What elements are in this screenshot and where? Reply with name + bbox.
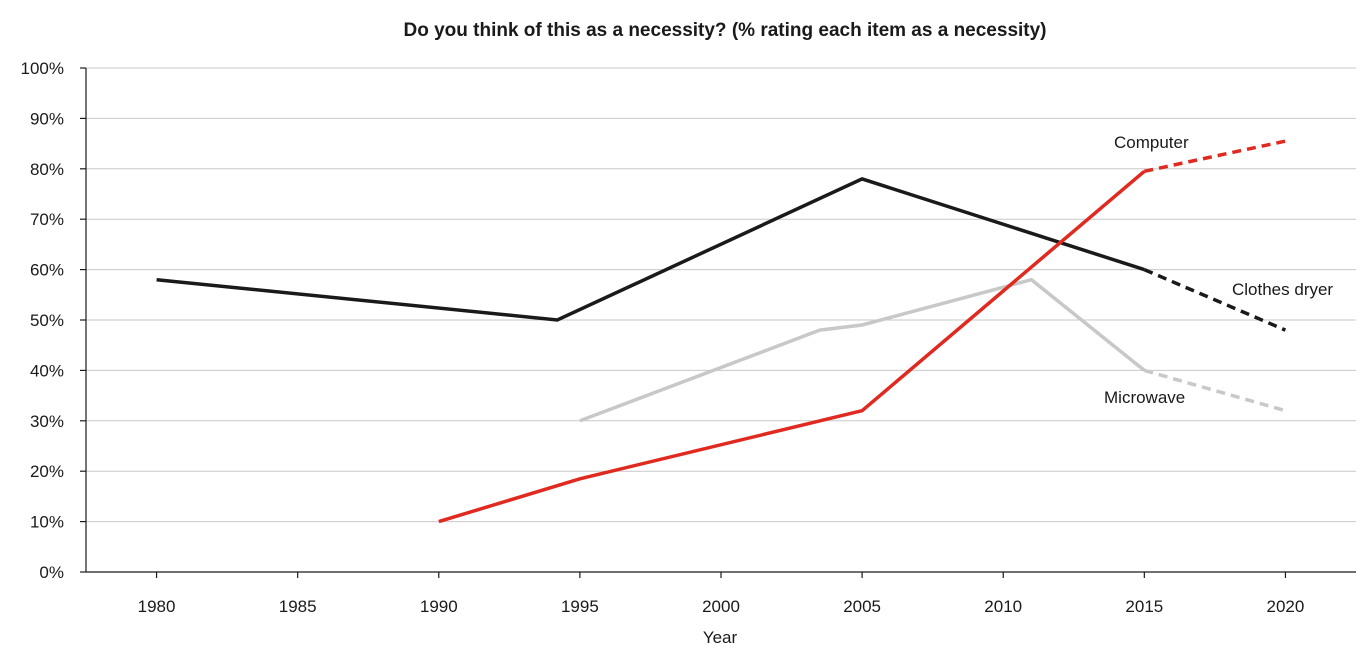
y-tick-label: 0% (39, 563, 64, 582)
series-layer (156, 139, 1287, 524)
microwave-line (579, 277, 1146, 423)
microwave-label: Microwave (1104, 388, 1185, 407)
computer-label: Computer (1114, 133, 1189, 152)
y-tick-label: 40% (30, 361, 64, 380)
x-tick-label: 1985 (279, 597, 317, 616)
x-tick-label: 2015 (1125, 597, 1163, 616)
x-axis-title: Year (703, 628, 738, 647)
axis-layer: 0% 10% 20% 30% 40% 50% 60% 70% 80% 90% 100% 1980 198… (21, 59, 1356, 616)
chart-title: Do you think of this as a necessity? (% … (403, 20, 1046, 41)
microwave-projection-line (1143, 368, 1286, 413)
computer-projection-line (1143, 139, 1286, 174)
y-tick-label: 80% (30, 160, 64, 179)
x-tick-label: 1995 (561, 597, 599, 616)
computer-line (438, 169, 1146, 524)
clothes-dryer-label: Clothes dryer (1232, 280, 1333, 299)
y-tick-label: 20% (30, 462, 64, 481)
grid-layer (86, 67, 1356, 523)
x-tick-label: 1980 (138, 597, 176, 616)
label-layer: Clothes dryer Microwave Computer (1104, 133, 1333, 407)
x-tick-label: 1990 (420, 597, 458, 616)
y-tick-label: 70% (30, 210, 64, 229)
x-tick-label: 2020 (1267, 597, 1305, 616)
y-tick-label: 30% (30, 412, 64, 431)
x-tick-label: 2005 (843, 597, 881, 616)
x-tick-label: 2000 (702, 597, 740, 616)
y-tick-label: 100% (21, 59, 64, 78)
clothes-dryer-projection-line (1143, 267, 1287, 332)
y-tick-label: 60% (30, 261, 64, 280)
x-tick-label: 2010 (984, 597, 1022, 616)
y-tick-label: 50% (30, 311, 64, 330)
clothes-dryer-line (156, 177, 1145, 322)
y-tick-label: 10% (30, 513, 64, 532)
y-tick-label: 90% (30, 109, 64, 128)
